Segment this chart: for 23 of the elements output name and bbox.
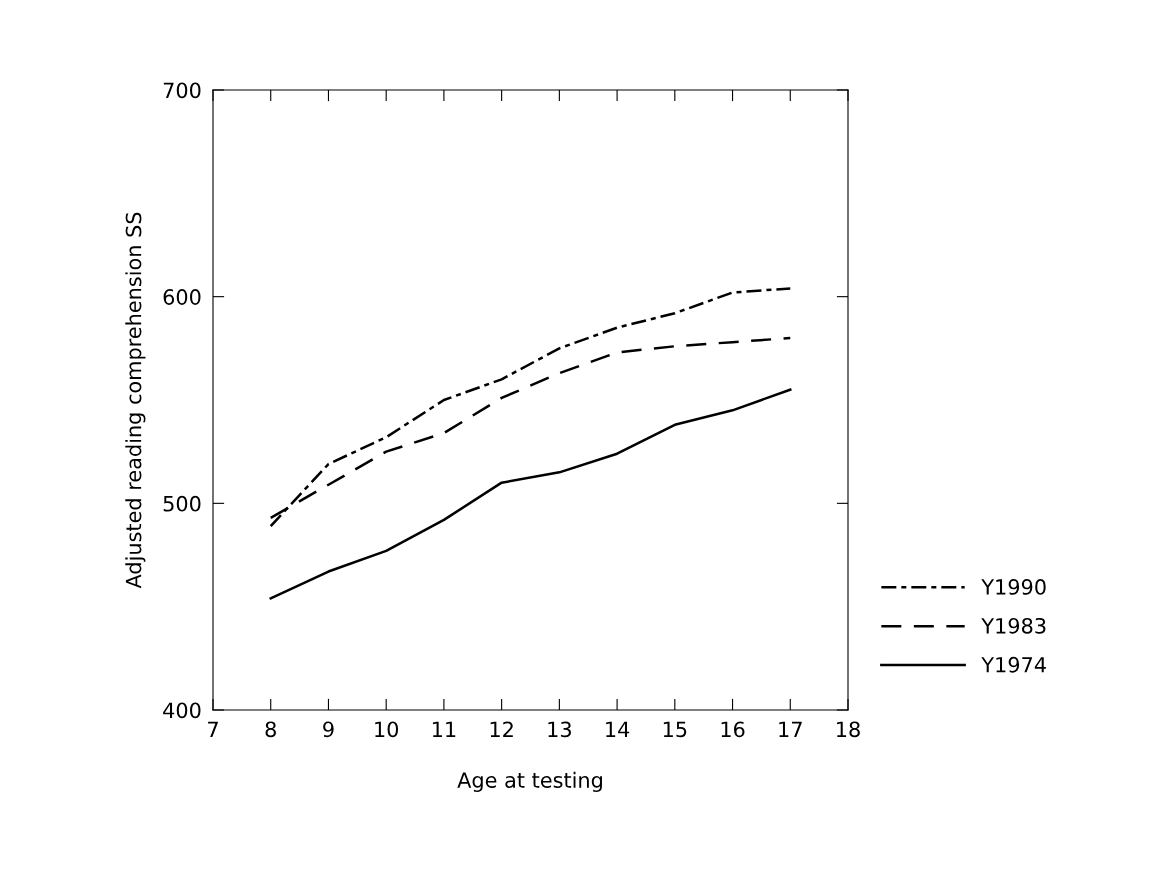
x-tick-label: 11	[432, 721, 456, 737]
x-tick-label: 15	[663, 721, 687, 738]
legend-label: Y1990	[981, 579, 1046, 595]
y-tick-label: 500	[163, 495, 201, 512]
y-tick-label: 400	[163, 702, 201, 719]
x-tick-label: 8	[265, 721, 276, 738]
legend-label: Y1974	[981, 656, 1046, 673]
x-tick-label: 10	[375, 721, 399, 738]
x-tick-label: 12	[490, 721, 513, 737]
x-tick-label: 17	[779, 721, 802, 737]
y-tick-label: 700	[163, 82, 201, 99]
x-tick-label: 14	[606, 721, 630, 737]
x-tick-label: 16	[721, 721, 745, 738]
x-axis-title: Age at testing	[457, 771, 602, 792]
x-tick-label: 7	[208, 721, 218, 737]
y-tick-label: 600	[163, 289, 201, 305]
x-tick-label: 18	[837, 721, 860, 738]
line-series	[269, 388, 792, 600]
y-axis-title: Adjusted reading comprehension SS	[125, 212, 146, 589]
legend-label: Y1983	[981, 617, 1046, 634]
x-tick-label: 13	[548, 721, 571, 738]
x-tick-label: 9	[323, 721, 334, 738]
line-series	[269, 287, 792, 528]
